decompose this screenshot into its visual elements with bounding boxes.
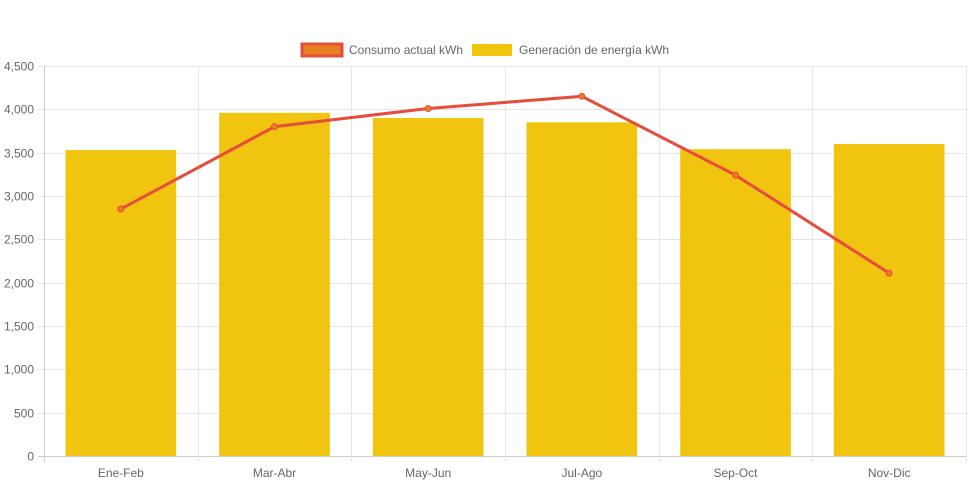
- y-tick-label: 2,500: [4, 233, 34, 247]
- y-tick-label: 3,500: [4, 147, 34, 161]
- x-tick-label: Sep-Oct: [713, 466, 758, 480]
- bars: [65, 112, 945, 457]
- bar: [526, 122, 638, 456]
- x-tick-label: Nov-Dic: [868, 466, 911, 480]
- y-tick-label: 2,000: [4, 277, 34, 291]
- x-tick-label: Mar-Abr: [253, 466, 296, 480]
- legend[interactable]: Consumo actual kWh Generación de energía …: [300, 42, 669, 58]
- line-point: [885, 269, 893, 277]
- bar: [219, 112, 330, 457]
- legend-swatch-consumo: [300, 42, 344, 58]
- x-tick-label: Jul-Ago: [561, 466, 602, 480]
- line-point: [424, 104, 432, 112]
- y-tick-label: 500: [14, 407, 34, 421]
- legend-label-generacion: Generación de energía kWh: [519, 43, 669, 57]
- line-series: [117, 92, 893, 277]
- bar: [680, 149, 791, 456]
- y-tick-label: 0: [27, 450, 34, 464]
- y-tick-label: 4,000: [4, 103, 34, 117]
- y-tick-label: 4,500: [4, 60, 34, 74]
- line-point: [732, 171, 739, 179]
- line-path: [120, 94, 890, 275]
- grid: [38, 66, 967, 462]
- bar: [372, 118, 484, 456]
- bar: [833, 144, 945, 456]
- bar: [65, 150, 177, 457]
- x-tick-label: May-Jun: [405, 466, 451, 480]
- line-point: [271, 123, 278, 131]
- line-point: [578, 92, 586, 100]
- legend-label-consumo: Consumo actual kWh: [349, 43, 463, 57]
- x-tick-label: Ene-Feb: [98, 466, 144, 480]
- axes: 0 500 1,000 1,500 2,000 2,500 3,000 3,500 4,000 4…: [4, 60, 911, 481]
- line-point: [117, 205, 125, 213]
- legend-swatch-generacion: [472, 44, 512, 56]
- y-tick-label: 3,000: [4, 190, 34, 204]
- y-tick-label: 1,500: [4, 320, 34, 334]
- y-tick-label: 1,000: [4, 363, 34, 377]
